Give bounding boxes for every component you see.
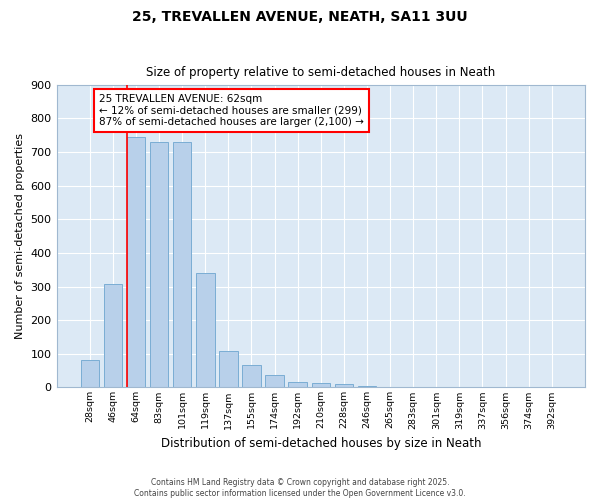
Bar (127, 137, 145, 388)
Bar (289, 382, 307, 388)
Bar (219, 351, 238, 388)
Bar (150, 142, 169, 388)
Text: 25, TREVALLEN AVENUE, NEATH, SA11 3UU: 25, TREVALLEN AVENUE, NEATH, SA11 3UU (132, 10, 468, 24)
Bar (104, 284, 122, 388)
Bar (335, 384, 353, 388)
Title: Size of property relative to semi-detached houses in Neath: Size of property relative to semi-detach… (146, 66, 496, 80)
Bar (265, 374, 284, 388)
Text: Contains HM Land Registry data © Crown copyright and database right 2025.
Contai: Contains HM Land Registry data © Crown c… (134, 478, 466, 498)
Bar (311, 384, 330, 388)
Text: 25 TREVALLEN AVENUE: 62sqm
← 12% of semi-detached houses are smaller (299)
87% o: 25 TREVALLEN AVENUE: 62sqm ← 12% of semi… (99, 94, 364, 127)
Bar (80, 360, 99, 388)
X-axis label: Distribution of semi-detached houses by size in Neath: Distribution of semi-detached houses by … (161, 437, 481, 450)
Bar (173, 142, 191, 388)
Bar (358, 386, 376, 388)
Bar (196, 273, 215, 388)
Bar (242, 364, 261, 388)
Y-axis label: Number of semi-detached properties: Number of semi-detached properties (15, 133, 25, 339)
